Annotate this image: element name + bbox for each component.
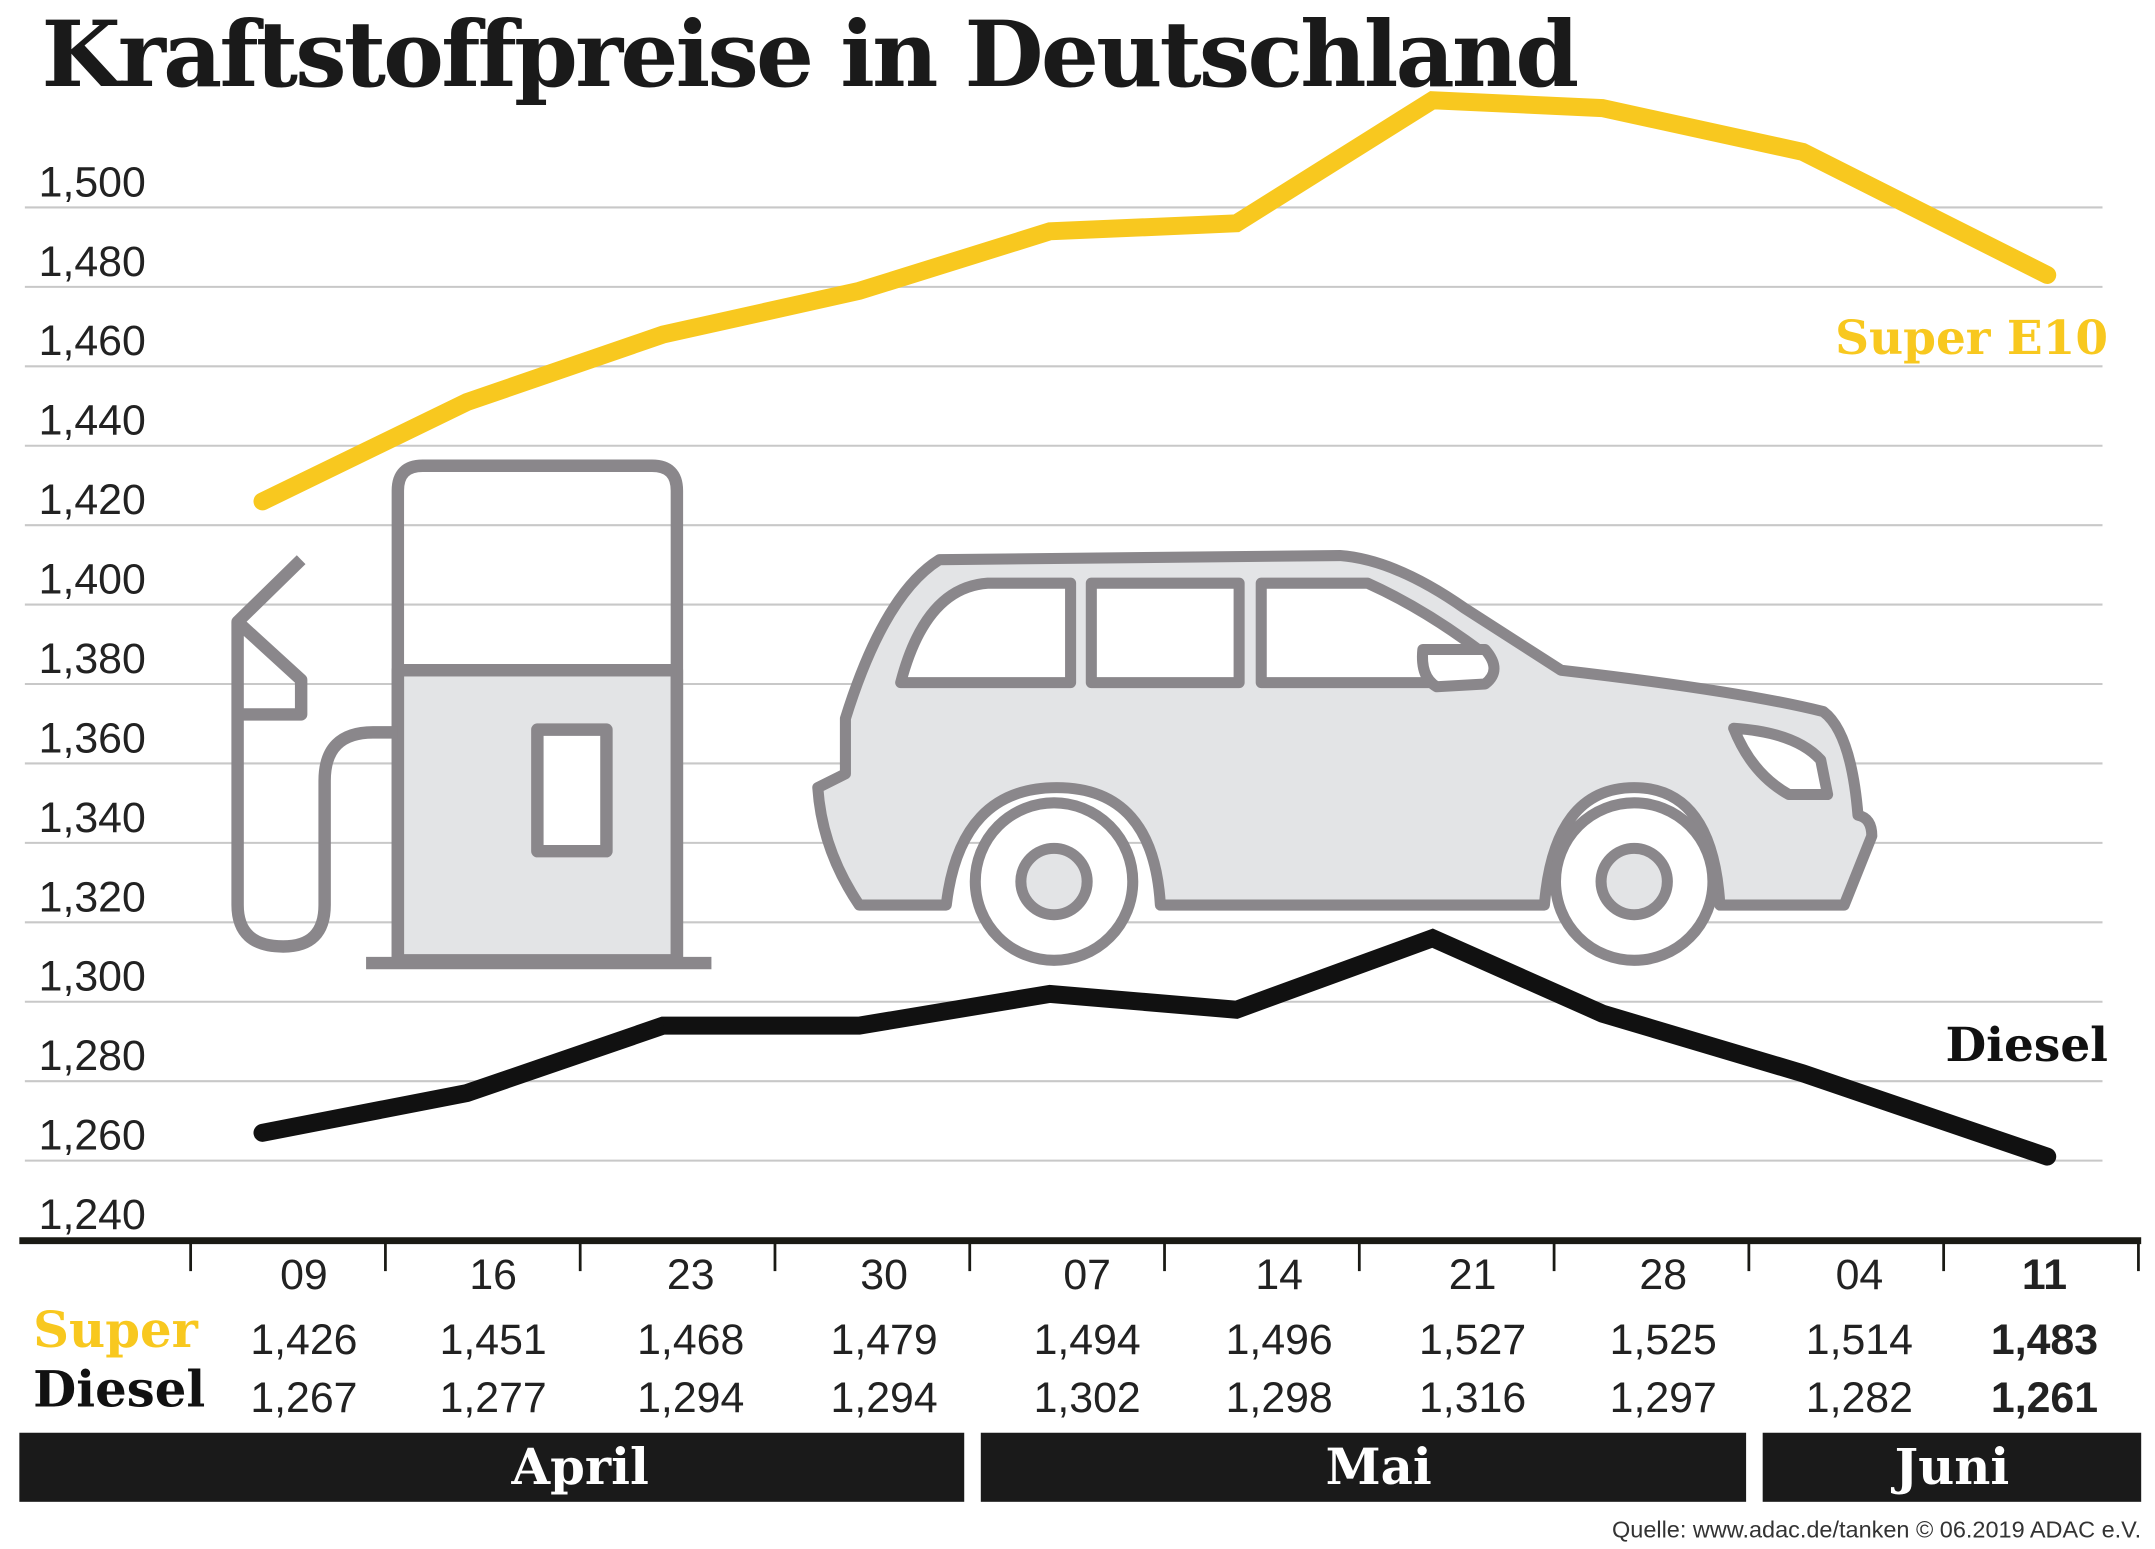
series-label-diesel: Diesel xyxy=(1945,1018,2108,1073)
data-label-super: 1,525 xyxy=(1610,1316,1717,1364)
y-tick-label: 1,300 xyxy=(39,953,146,1001)
y-tick-label: 1,360 xyxy=(39,714,146,762)
data-table: 09 1,426 1,267 16 1,451 1,277 23 1,468 1,294 30 1,… xyxy=(189,1240,2140,1422)
fuel-pump-icon xyxy=(231,459,712,970)
y-tick-label: 1,320 xyxy=(39,873,146,921)
x-tick-label: 09 xyxy=(280,1251,328,1299)
x-tick-label: 28 xyxy=(1639,1251,1687,1299)
x-tick-label: 04 xyxy=(1836,1251,1884,1299)
data-label-diesel: 1,302 xyxy=(1034,1374,1141,1422)
x-tick-label: 16 xyxy=(469,1251,517,1299)
y-tick-label: 1,280 xyxy=(39,1032,146,1080)
series-lines xyxy=(253,91,2057,1166)
month-label-juni: Juni xyxy=(1891,1437,2010,1496)
y-tick-label: 1,440 xyxy=(39,397,146,445)
data-label-super: 1,496 xyxy=(1226,1316,1333,1364)
x-tick-label: 14 xyxy=(1255,1251,1303,1299)
data-label-super: 1,468 xyxy=(637,1316,744,1364)
y-tick-label: 1,420 xyxy=(39,476,146,524)
data-label-super: 1,426 xyxy=(250,1316,357,1364)
month-bar-mai xyxy=(980,1432,1747,1502)
data-label-super: 1,514 xyxy=(1806,1316,1913,1364)
series-line-diesel xyxy=(253,928,2057,1166)
data-label-super: 1,527 xyxy=(1419,1316,1526,1364)
month-bars: April Mai Juni xyxy=(19,1432,2142,1502)
x-tick-label: 11 xyxy=(2022,1251,2067,1299)
data-label-super: 1,494 xyxy=(1034,1316,1141,1364)
y-tick-label: 1,380 xyxy=(39,635,146,683)
series-line-super-e10 xyxy=(253,91,2057,511)
x-tick-label: 21 xyxy=(1449,1251,1497,1299)
x-tick-label: 30 xyxy=(860,1251,908,1299)
data-label-diesel: 1,282 xyxy=(1806,1374,1913,1422)
y-axis: 1,500 1,480 1,460 1,440 1,420 1,400 1,380 1,360… xyxy=(39,158,146,1239)
month-label-april: April xyxy=(511,1437,649,1496)
y-tick-label: 1,400 xyxy=(39,556,146,604)
y-tick-label: 1,480 xyxy=(39,238,146,286)
data-label-diesel: 1,294 xyxy=(637,1374,744,1422)
chart-title: Kraftstoffpreise in Deutschland xyxy=(41,0,1577,108)
data-label-diesel: 1,277 xyxy=(440,1374,547,1422)
month-label-mai: Mai xyxy=(1326,1437,1432,1496)
x-tick-label: 07 xyxy=(1063,1251,1111,1299)
data-label-diesel: 1,294 xyxy=(831,1374,938,1422)
y-tick-label: 1,240 xyxy=(39,1191,146,1239)
data-label-diesel: 1,267 xyxy=(250,1374,357,1422)
y-tick-label: 1,260 xyxy=(39,1112,146,1160)
car-icon xyxy=(812,550,1878,966)
data-label-super: 1,483 xyxy=(1991,1316,2098,1364)
row-label-diesel: Diesel xyxy=(33,1359,205,1418)
source-note: Quelle: www.adac.de/tanken © 06.2019 ADA… xyxy=(1612,1517,2141,1543)
row-label-super: Super xyxy=(33,1300,198,1359)
month-bar-juni xyxy=(1762,1432,2142,1502)
y-tick-label: 1,460 xyxy=(39,317,146,365)
y-tick-label: 1,500 xyxy=(39,158,146,206)
data-label-super: 1,479 xyxy=(831,1316,938,1364)
month-bar-april xyxy=(19,1432,965,1502)
series-label-super-e10: Super E10 xyxy=(1835,311,2108,366)
x-tick-label: 23 xyxy=(667,1251,715,1299)
data-label-diesel: 1,261 xyxy=(1991,1374,2098,1422)
data-label-diesel: 1,298 xyxy=(1226,1374,1333,1422)
data-label-super: 1,451 xyxy=(440,1316,547,1364)
data-label-diesel: 1,316 xyxy=(1419,1374,1526,1422)
data-label-diesel: 1,297 xyxy=(1610,1374,1717,1422)
y-tick-label: 1,340 xyxy=(39,794,146,842)
